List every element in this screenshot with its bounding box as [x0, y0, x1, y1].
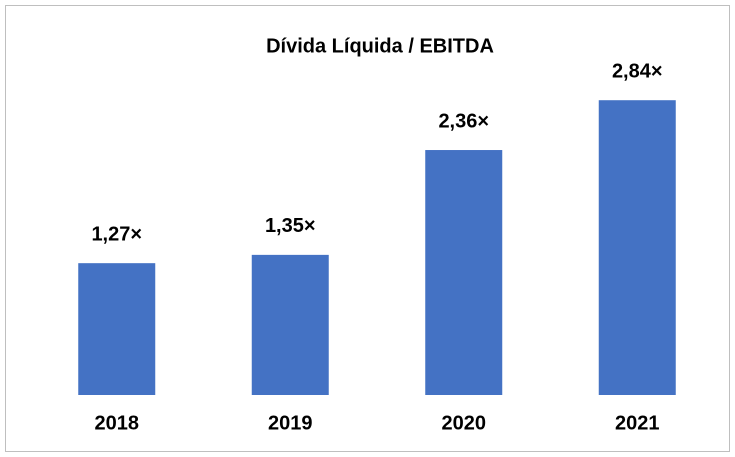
data-label: 2,84× [612, 60, 663, 82]
data-label: 1,27× [91, 223, 142, 245]
x-tick-label: 2018 [95, 412, 140, 434]
chart-title: Dívida Líquida / EBITDA [266, 35, 494, 57]
data-label: 1,35× [265, 215, 316, 237]
data-label: 2,36× [438, 110, 489, 132]
x-tick-label: 2019 [268, 412, 313, 434]
bar [598, 100, 676, 395]
bar [251, 254, 329, 395]
bar [78, 263, 156, 395]
bar [425, 150, 503, 395]
x-tick-label: 2020 [442, 412, 487, 434]
x-tick-label: 2021 [615, 412, 660, 434]
